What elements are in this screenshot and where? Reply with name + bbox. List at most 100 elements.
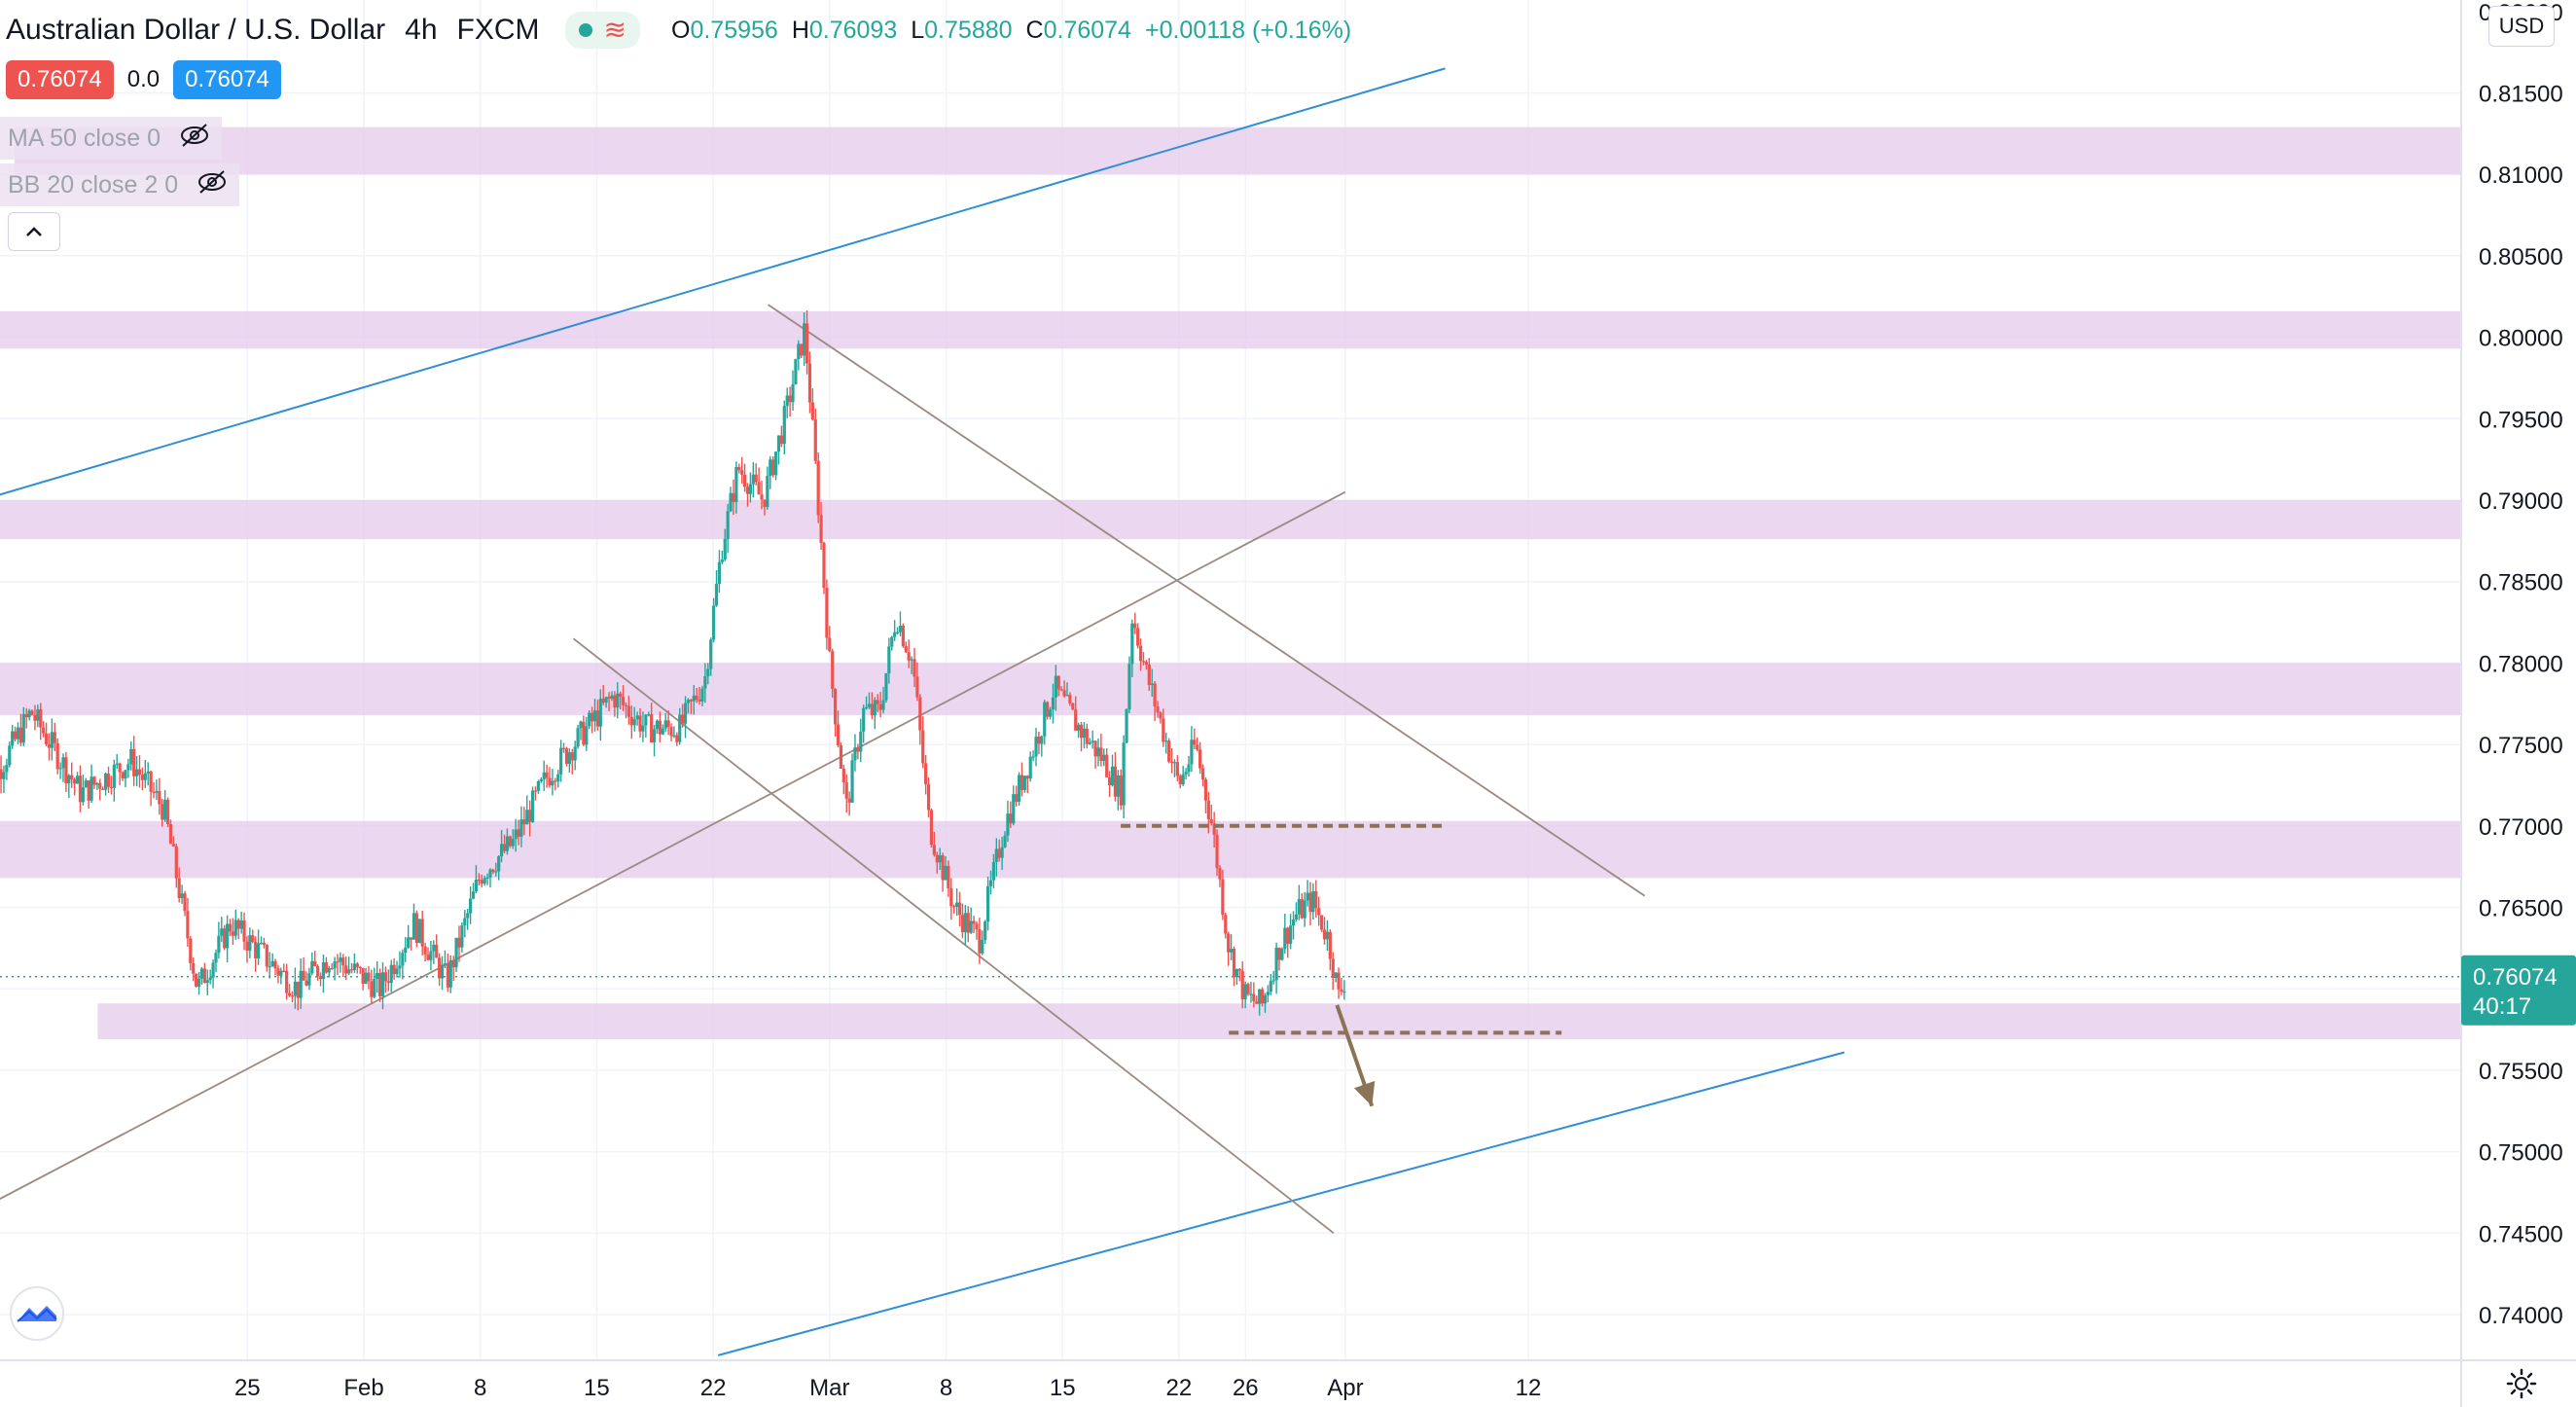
candle-body bbox=[757, 482, 761, 495]
candle-body bbox=[262, 942, 266, 946]
sell-button[interactable]: 0.76074 bbox=[6, 60, 114, 99]
candle-body bbox=[451, 959, 455, 968]
candle-body bbox=[1297, 899, 1301, 915]
candle-body bbox=[834, 689, 838, 725]
candle-body bbox=[1107, 776, 1112, 786]
candle-body bbox=[1337, 972, 1341, 990]
candle-body bbox=[70, 775, 74, 780]
candle-body bbox=[938, 855, 942, 863]
chart-settings-gear-icon[interactable] bbox=[2506, 1368, 2537, 1404]
candle-body bbox=[1105, 754, 1109, 777]
trendlines[interactable] bbox=[0, 67, 1845, 1356]
candle-body bbox=[712, 605, 716, 640]
candle-body bbox=[497, 856, 501, 872]
eye-off-icon[interactable] bbox=[196, 169, 229, 201]
candle-body bbox=[84, 780, 88, 788]
candle-body bbox=[856, 747, 860, 752]
eye-off-icon[interactable] bbox=[178, 123, 211, 155]
spread-value: 0.0 bbox=[126, 66, 161, 92]
candle-body bbox=[426, 954, 430, 960]
candle-body bbox=[134, 769, 139, 776]
candle-body bbox=[409, 937, 413, 940]
currency-button[interactable]: USD bbox=[2488, 6, 2555, 47]
candle-body bbox=[211, 962, 215, 978]
interval-label[interactable]: 4h bbox=[405, 14, 438, 46]
candle-body bbox=[42, 727, 46, 734]
candle-body bbox=[155, 790, 159, 793]
y-tick-label: 0.77000 bbox=[2479, 814, 2563, 841]
candle-body bbox=[1258, 989, 1262, 1004]
candle-body bbox=[344, 965, 348, 974]
candle-body bbox=[1314, 890, 1318, 909]
candle-body bbox=[174, 846, 178, 879]
x-tick-label: 22 bbox=[700, 1375, 727, 1401]
candle-body bbox=[1003, 835, 1007, 848]
candle-body bbox=[714, 584, 719, 606]
candle-body bbox=[579, 721, 583, 729]
candle-body bbox=[67, 775, 71, 784]
candle-body bbox=[1237, 968, 1241, 971]
candle-body bbox=[779, 435, 783, 445]
candle-body bbox=[607, 697, 611, 699]
candle-body bbox=[771, 459, 775, 476]
candle-body bbox=[1294, 914, 1299, 920]
candle-body bbox=[245, 941, 249, 951]
close-value: 0.76074 bbox=[1043, 16, 1131, 44]
candle-body bbox=[313, 960, 317, 966]
candle-body bbox=[446, 963, 449, 988]
candle-body bbox=[310, 960, 314, 974]
candle-body bbox=[955, 902, 959, 907]
indicator-ma[interactable]: MA 50 close 0 bbox=[0, 117, 222, 160]
candle-body bbox=[652, 729, 657, 742]
candle-body bbox=[1322, 929, 1327, 940]
zones bbox=[0, 126, 2462, 1040]
candle-body bbox=[339, 957, 342, 962]
indicator-bb[interactable]: BB 20 close 2 0 bbox=[0, 163, 239, 206]
candle-body bbox=[616, 693, 620, 708]
candle-body bbox=[1082, 728, 1087, 739]
candle-body bbox=[570, 752, 574, 761]
candle-body bbox=[420, 919, 424, 947]
buy-button[interactable]: 0.76074 bbox=[173, 60, 281, 99]
collapse-indicators-button[interactable] bbox=[8, 212, 60, 251]
tradingview-logo-icon[interactable] bbox=[8, 1286, 66, 1346]
candle-body bbox=[729, 492, 733, 512]
annotations[interactable] bbox=[1121, 823, 1562, 1107]
candle-body bbox=[124, 770, 127, 778]
ohlc-values: O0.75956 H0.76093 L0.75880 C0.76074 +0.0… bbox=[670, 16, 1352, 44]
candle-body bbox=[915, 676, 919, 698]
candle-body bbox=[432, 944, 436, 952]
y-tick-label: 0.80500 bbox=[2479, 244, 2563, 271]
candle-body bbox=[1071, 703, 1075, 710]
y-tick-label: 0.81500 bbox=[2479, 82, 2563, 108]
candle-body bbox=[1025, 776, 1029, 779]
candle-body bbox=[177, 878, 181, 898]
candle-body bbox=[960, 915, 965, 933]
market-status-icon[interactable]: ≋ bbox=[564, 12, 640, 49]
candle-body bbox=[1074, 709, 1078, 731]
candle-body bbox=[296, 981, 300, 998]
candle-body bbox=[373, 979, 376, 997]
candle-body bbox=[782, 406, 786, 445]
candle-body bbox=[797, 343, 801, 360]
candle-body bbox=[1221, 879, 1225, 916]
candle-body bbox=[61, 757, 65, 769]
candle-body bbox=[763, 499, 767, 508]
high-value: 0.76093 bbox=[808, 16, 898, 44]
candle-body bbox=[1102, 754, 1106, 762]
candle-body bbox=[333, 961, 337, 969]
candle-body bbox=[629, 716, 633, 726]
candle-body bbox=[1167, 740, 1171, 762]
candle-body bbox=[1260, 989, 1265, 1004]
candle-body bbox=[395, 968, 399, 975]
candle-body bbox=[302, 970, 305, 981]
symbol-title[interactable]: Australian Dollar / U.S. Dollar bbox=[6, 14, 386, 46]
candle-body bbox=[1037, 737, 1041, 744]
candle-body bbox=[984, 921, 987, 940]
candle-body bbox=[1046, 702, 1050, 717]
candle-body bbox=[89, 776, 93, 801]
candle-body bbox=[692, 695, 696, 702]
candle-body bbox=[180, 893, 184, 898]
y-tick-label: 0.78000 bbox=[2479, 651, 2563, 677]
